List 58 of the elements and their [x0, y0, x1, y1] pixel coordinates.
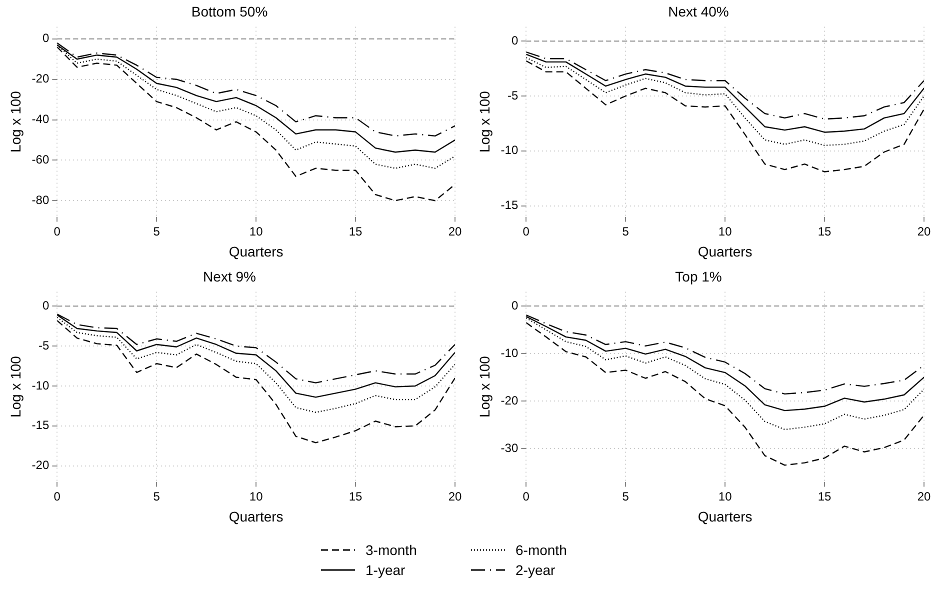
chart-title: Next 40% [668, 3, 729, 20]
x-tick-label: 10 [718, 224, 732, 238]
x-tick-label: 15 [348, 224, 363, 238]
y-axis-title: Log x 100 [7, 356, 24, 418]
x-tick-label: 20 [448, 224, 462, 238]
x-axis-title: Quarters [228, 243, 284, 260]
x-tick-label: 20 [917, 224, 931, 238]
chart-title: Top 1% [675, 268, 722, 284]
x-tick-label: 20 [917, 489, 931, 504]
chart-title: Bottom 50% [191, 3, 268, 20]
x-tick-label: 10 [249, 224, 264, 238]
legend-label: 2-year [516, 562, 556, 578]
x-tick-label: 0 [54, 224, 61, 238]
chart-title: Next 9% [203, 268, 256, 284]
y-axis-title: Log x 100 [476, 90, 492, 153]
y-axis-title: Log x 100 [476, 356, 492, 418]
y-tick-label: 0 [42, 31, 50, 46]
line-series [526, 322, 924, 466]
y-tick-label: -30 [500, 440, 518, 455]
x-tick-label: 5 [153, 489, 160, 504]
x-tick-label: 15 [348, 489, 363, 504]
y-tick-label: -10 [32, 378, 50, 392]
legend-label: 1-year [366, 562, 406, 578]
x-tick-label: 5 [153, 224, 160, 238]
x-tick-label: 15 [818, 224, 832, 238]
y-tick-label: -5 [507, 88, 518, 102]
legend-label: 3-month [366, 542, 417, 558]
x-tick-label: 20 [448, 489, 462, 504]
y-tick-label: -80 [32, 192, 50, 207]
y-tick-label: -15 [500, 198, 518, 212]
x-tick-label: 0 [54, 489, 61, 504]
y-tick-label: -10 [500, 346, 518, 360]
line-series [526, 60, 924, 172]
x-axis-title: Quarters [228, 508, 284, 524]
y-tick-label: -20 [32, 458, 50, 472]
x-tick-label: 5 [622, 489, 630, 504]
x-tick-label: 10 [718, 489, 732, 504]
y-tick-label: -20 [32, 72, 50, 86]
line-series [57, 320, 455, 444]
y-tick-label: -10 [500, 143, 518, 158]
line-series [526, 56, 924, 146]
x-tick-label: 0 [522, 489, 530, 504]
x-axis-title: Quarters [698, 243, 752, 260]
y-tick-label: 0 [42, 298, 50, 312]
y-tick-label: -20 [500, 393, 518, 408]
x-tick-label: 0 [522, 224, 530, 238]
x-tick-label: 10 [249, 489, 264, 504]
legend-label: 6-month [516, 542, 567, 558]
x-axis-title: Quarters [698, 508, 752, 524]
x-tick-label: 5 [622, 224, 630, 238]
y-tick-label: -40 [32, 112, 50, 126]
x-tick-label: 15 [818, 489, 832, 504]
y-axis-title: Log x 100 [7, 90, 24, 153]
y-tick-label: -5 [38, 338, 50, 352]
y-tick-label: -60 [32, 152, 50, 167]
y-tick-label: 0 [511, 33, 518, 48]
y-tick-label: -15 [32, 418, 50, 432]
y-tick-label: 0 [511, 298, 518, 312]
